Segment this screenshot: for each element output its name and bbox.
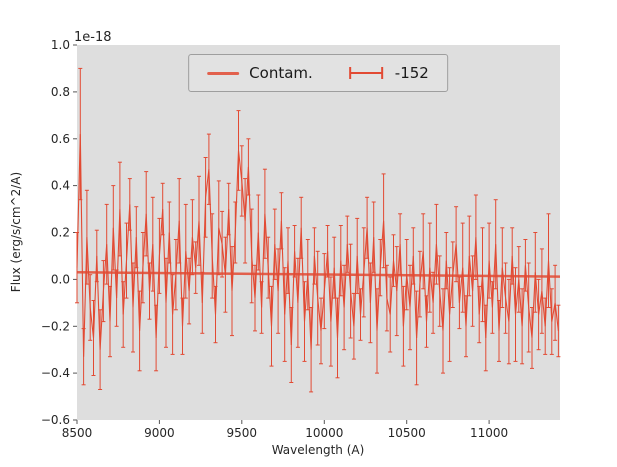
legend-label: Contam. bbox=[249, 64, 313, 82]
spectrum-line bbox=[76, 134, 559, 357]
x-tick-label: 9000 bbox=[144, 426, 175, 440]
x-tick-label: 10000 bbox=[305, 426, 343, 440]
y-axis-label: Flux (erg/s/cm^2/A) bbox=[9, 171, 23, 293]
y-axis-offset-text: 1e-18 bbox=[74, 30, 112, 45]
legend: Contam. -152 bbox=[188, 54, 448, 92]
y-tick-label: 0.4 bbox=[51, 179, 70, 193]
y-tick-label: 1.0 bbox=[51, 38, 70, 52]
legend-entry-contam: Contam. bbox=[207, 64, 313, 82]
x-tick-label: 10500 bbox=[388, 426, 426, 440]
legend-label: -152 bbox=[394, 64, 429, 82]
legend-entry-spectrum: -152 bbox=[347, 64, 429, 82]
x-tick-label: 8500 bbox=[62, 426, 93, 440]
y-tick-label: −0.4 bbox=[41, 366, 70, 380]
x-tick-label: 9500 bbox=[227, 426, 258, 440]
y-tick-label: 0.0 bbox=[51, 272, 70, 286]
x-tick-label: 11000 bbox=[470, 426, 508, 440]
plot-area bbox=[77, 45, 560, 420]
errorbar-glyph-icon bbox=[348, 67, 383, 79]
y-tick-label: −0.6 bbox=[41, 413, 70, 427]
contam-line-swatch bbox=[207, 71, 240, 75]
y-tick-label: 0.8 bbox=[51, 85, 70, 99]
y-tick-label: −0.2 bbox=[41, 319, 70, 333]
y-tick-label: 0.6 bbox=[51, 132, 70, 146]
contam-line bbox=[76, 271, 561, 278]
y-tick-label: 0.2 bbox=[51, 226, 70, 240]
x-axis-label: Wavelength (A) bbox=[271, 443, 365, 457]
